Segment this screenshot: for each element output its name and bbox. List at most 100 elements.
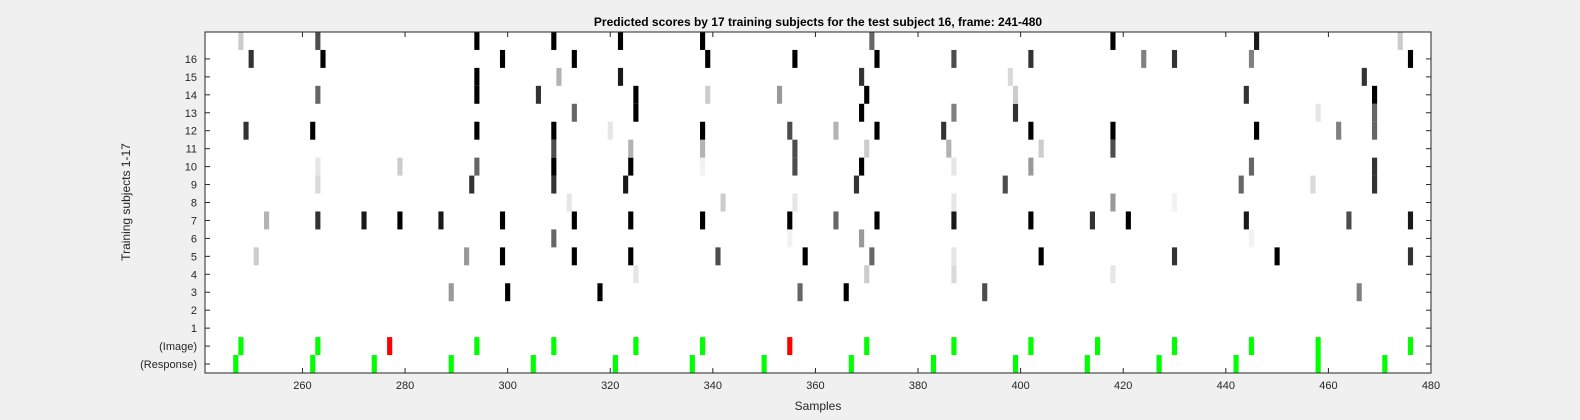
score-cell <box>792 49 798 68</box>
score-cell <box>864 265 870 284</box>
score-cell <box>315 175 321 194</box>
score-cell <box>253 247 259 266</box>
score-cell <box>792 139 798 158</box>
x-tick-label: 360 <box>806 380 824 392</box>
score-cell <box>797 283 803 302</box>
x-tick-label: 480 <box>1422 380 1440 392</box>
response-mark <box>612 355 618 373</box>
score-cell <box>1012 85 1019 104</box>
response-mark <box>233 355 239 373</box>
score-cell <box>869 247 875 266</box>
score-cell <box>556 67 562 86</box>
score-cell <box>705 49 711 68</box>
score-cell <box>1002 175 1008 194</box>
score-cell <box>700 32 706 50</box>
response-mark <box>1012 355 1019 373</box>
y-tick-label: 4 <box>191 269 197 281</box>
score-cell <box>1407 211 1414 230</box>
score-cell <box>951 49 957 68</box>
x-tick-label: 300 <box>498 380 516 392</box>
score-cell <box>315 157 321 176</box>
score-cell <box>1407 49 1414 68</box>
response-mark <box>371 355 377 373</box>
score-cell <box>951 157 957 176</box>
image-mark <box>1095 337 1101 356</box>
score-cell <box>1346 211 1352 230</box>
score-cell <box>1110 139 1116 158</box>
score-cell <box>982 283 988 302</box>
score-cell <box>869 32 875 50</box>
image-mark <box>1171 337 1178 356</box>
score-cell <box>464 247 470 266</box>
image-mark <box>951 337 957 356</box>
score-cell <box>874 49 880 68</box>
score-cell <box>469 175 475 194</box>
score-cell <box>320 49 326 68</box>
score-cell <box>474 85 480 104</box>
score-cell <box>1110 32 1116 50</box>
score-cell <box>1028 121 1034 140</box>
score-cell <box>1243 85 1249 104</box>
y-tick-label: 6 <box>191 233 197 245</box>
score-cell <box>1356 283 1362 302</box>
score-cell <box>1171 247 1178 266</box>
y-tick-label: 13 <box>185 108 197 120</box>
y-tick-label: (Response) <box>140 359 197 371</box>
score-cell <box>499 247 506 266</box>
score-cell <box>474 121 480 140</box>
score-cell <box>705 85 711 104</box>
score-cell <box>853 175 860 194</box>
score-cell <box>843 283 849 302</box>
y-tick-label: 15 <box>185 72 197 84</box>
score-cell <box>1372 121 1378 140</box>
score-cell <box>633 103 639 122</box>
score-cell <box>1125 211 1131 230</box>
y-tick-label: 12 <box>185 126 197 138</box>
image-mark <box>315 337 321 356</box>
score-cell <box>361 211 367 230</box>
score-cell <box>1089 211 1095 230</box>
score-cell <box>628 157 634 176</box>
y-tick-label: 1 <box>191 323 197 335</box>
score-cell <box>607 121 613 140</box>
score-cell <box>248 49 254 68</box>
response-mark <box>1156 355 1162 373</box>
score-cell <box>1372 103 1378 122</box>
score-cell <box>1171 193 1178 212</box>
score-cell <box>859 67 865 86</box>
response-mark <box>1084 355 1090 373</box>
image-mark <box>1028 337 1034 356</box>
score-cell <box>859 103 865 122</box>
score-cell <box>951 265 957 284</box>
score-cell <box>802 247 808 266</box>
score-cell <box>1110 265 1116 284</box>
y-tick-label: (Image) <box>159 341 197 353</box>
image-mark <box>387 337 393 356</box>
response-mark <box>848 355 854 373</box>
y-tick-label: 3 <box>191 287 197 299</box>
score-cell <box>1238 175 1244 194</box>
score-cell <box>628 247 634 266</box>
score-cell <box>1254 121 1260 140</box>
score-cell <box>505 283 511 302</box>
score-cells <box>238 32 1414 302</box>
x-tick-label: 260 <box>293 380 311 392</box>
score-cell <box>571 103 577 122</box>
image-mark <box>864 337 870 356</box>
score-cell <box>864 139 870 158</box>
score-cell <box>951 211 957 230</box>
score-cell <box>787 229 793 248</box>
score-cell <box>499 49 506 68</box>
score-cell <box>243 121 249 140</box>
marker-cells <box>233 337 1414 373</box>
score-cell <box>1315 103 1321 122</box>
score-cell <box>792 157 798 176</box>
score-cell <box>551 229 557 248</box>
response-mark <box>448 355 454 373</box>
x-tick-label: 320 <box>601 380 619 392</box>
score-cell <box>1254 32 1260 50</box>
score-cell <box>397 211 403 230</box>
score-cell <box>1171 49 1178 68</box>
y-tick-label: 8 <box>191 198 197 210</box>
x-tick-label: 400 <box>1011 380 1029 392</box>
